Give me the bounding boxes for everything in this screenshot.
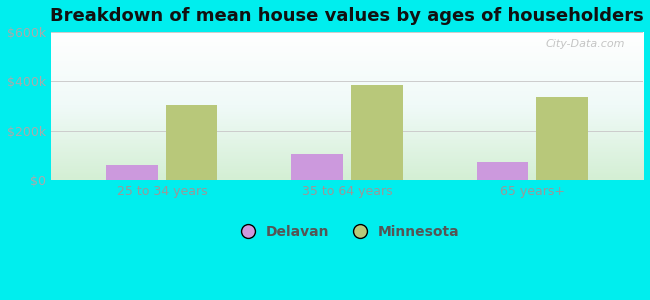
Bar bbox=[291, 154, 343, 180]
Bar bbox=[351, 85, 402, 180]
Legend: Delavan, Minnesota: Delavan, Minnesota bbox=[229, 220, 465, 245]
Bar bbox=[166, 105, 218, 180]
Bar bbox=[476, 162, 528, 180]
Bar bbox=[536, 98, 588, 180]
Bar bbox=[107, 165, 158, 180]
Title: Breakdown of mean house values by ages of householders: Breakdown of mean house values by ages o… bbox=[50, 7, 644, 25]
Text: City-Data.com: City-Data.com bbox=[546, 40, 625, 50]
